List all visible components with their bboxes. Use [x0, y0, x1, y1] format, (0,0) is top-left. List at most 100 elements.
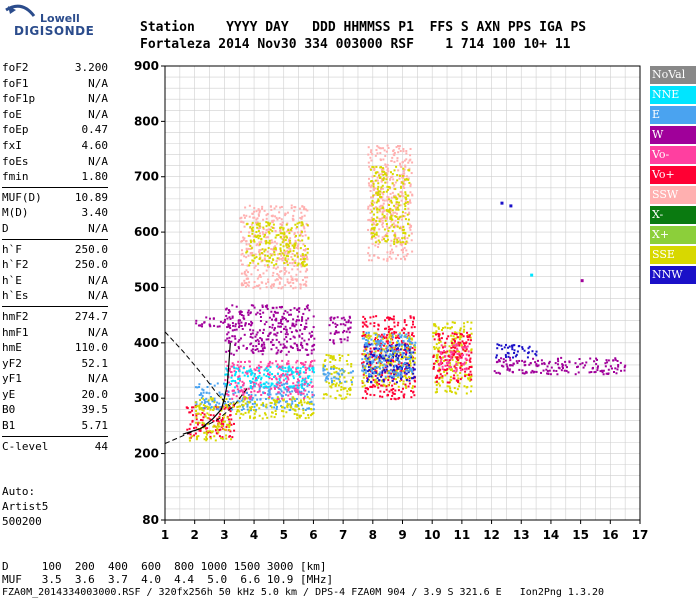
- echo-point: [402, 340, 405, 343]
- parameter-value: 250.0: [74, 242, 108, 256]
- echo-point: [394, 382, 397, 385]
- echo-point: [470, 378, 473, 381]
- echo-point: [267, 375, 270, 378]
- echo-point: [403, 172, 406, 175]
- echo-point: [409, 354, 412, 357]
- echo-point: [399, 371, 402, 374]
- echo-point: [403, 235, 406, 238]
- echo-point: [407, 202, 410, 205]
- echo-point: [286, 311, 289, 314]
- echo-point: [399, 367, 402, 370]
- echo-point: [325, 353, 328, 356]
- echo-point: [393, 204, 396, 207]
- echo-point: [333, 332, 336, 335]
- echo-point: [298, 414, 301, 417]
- echo-point: [275, 378, 278, 381]
- echo-point: [286, 402, 289, 405]
- echo-point: [369, 151, 372, 154]
- echo-point: [293, 413, 296, 416]
- echo-point: [328, 324, 331, 327]
- echo-point: [216, 428, 219, 431]
- echo-point: [382, 199, 385, 202]
- echo-point: [259, 256, 262, 259]
- echo-point: [269, 285, 272, 288]
- echo-point: [242, 384, 245, 387]
- echo-point: [393, 196, 396, 199]
- echo-point: [390, 175, 393, 178]
- echo-point: [593, 360, 596, 363]
- echo-point: [334, 385, 337, 388]
- echo-point: [258, 388, 261, 391]
- echo-point: [377, 386, 380, 389]
- echo-point: [297, 243, 300, 246]
- echo-point: [397, 397, 400, 400]
- echo-point: [391, 349, 394, 352]
- parameter-name: h`F: [2, 242, 22, 256]
- echo-point: [251, 348, 254, 351]
- echo-point: [334, 325, 337, 328]
- echo-point: [392, 341, 395, 344]
- echo-point: [304, 348, 307, 351]
- echo-point: [243, 216, 246, 219]
- echo-point: [413, 376, 416, 379]
- echo-point: [361, 325, 364, 328]
- echo-point: [341, 354, 344, 357]
- echo-point: [398, 177, 401, 180]
- echo-point: [292, 375, 295, 378]
- echo-point: [382, 369, 385, 372]
- echo-point: [239, 337, 242, 340]
- echo-point: [239, 416, 242, 419]
- parameter-name: D: [2, 221, 9, 235]
- echo-point: [397, 372, 400, 375]
- echo-point: [249, 416, 252, 419]
- echo-point: [623, 369, 626, 372]
- echo-point: [219, 393, 222, 396]
- x-tick-label: 6: [309, 528, 317, 542]
- echo-point: [289, 285, 292, 288]
- echo-point: [436, 353, 439, 356]
- echo-point: [604, 362, 607, 365]
- echo-point: [434, 323, 437, 326]
- echo-point: [364, 390, 367, 393]
- echo-point: [470, 375, 473, 378]
- echo-point: [261, 304, 264, 307]
- echo-point: [282, 232, 285, 235]
- echo-point: [390, 257, 393, 260]
- echo-point: [399, 186, 402, 189]
- divider: [2, 186, 108, 188]
- echo-point: [452, 338, 455, 341]
- echo-point: [303, 260, 306, 263]
- echo-point: [403, 335, 406, 338]
- echo-point: [255, 345, 258, 348]
- echo-point: [195, 322, 198, 325]
- echo-point: [261, 402, 264, 405]
- echo-point: [324, 373, 327, 376]
- echo-point: [195, 403, 198, 406]
- echo-point: [255, 221, 258, 224]
- echo-point: [272, 249, 275, 252]
- echo-point: [296, 390, 299, 393]
- echo-point: [201, 325, 204, 328]
- echo-point: [373, 223, 376, 226]
- echo-point: [246, 277, 249, 280]
- echo-point: [616, 368, 619, 371]
- echo-point: [467, 333, 470, 336]
- echo-point: [401, 215, 404, 218]
- echo-point: [206, 412, 209, 415]
- echo-point: [208, 392, 211, 395]
- echo-point: [387, 325, 390, 328]
- echo-point: [391, 379, 394, 382]
- echo-point: [388, 332, 391, 335]
- echo-point: [312, 408, 315, 411]
- echo-point: [234, 380, 237, 383]
- echo-point: [266, 365, 269, 368]
- echo-point: [596, 369, 599, 372]
- echo-point: [392, 226, 395, 229]
- echo-point: [286, 406, 289, 409]
- echo-point: [225, 307, 228, 310]
- echo-point: [409, 228, 412, 231]
- echo-point: [273, 310, 276, 313]
- echo-point: [329, 361, 332, 364]
- echo-point: [515, 353, 518, 356]
- echo-point: [401, 329, 404, 332]
